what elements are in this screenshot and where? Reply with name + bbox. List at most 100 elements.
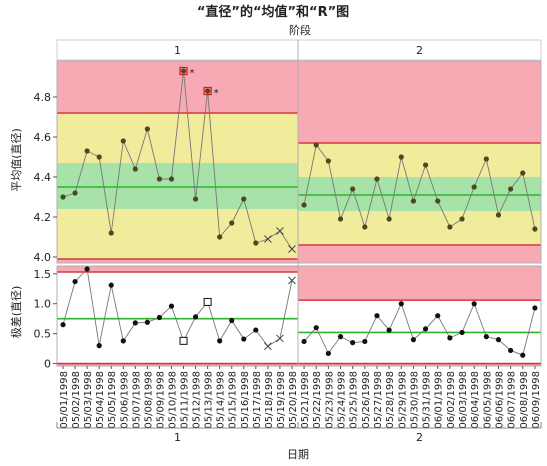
mean-y-tick-label-4: 4.8 (34, 91, 52, 104)
phase-header-text-2: 2 (416, 44, 423, 57)
range-point-2-2 (325, 350, 331, 357)
range-point-1-5 (120, 338, 126, 344)
x-tick-label-2-19: 06/09/1998 (531, 371, 542, 429)
x-tick-label-2-1: 05/22/1998 (312, 371, 323, 429)
range-panel-frame (56, 265, 542, 367)
range-point-2-10 (422, 326, 429, 332)
mean-point-1-9 (168, 176, 175, 182)
mean-zone-red-lower-1 (57, 259, 298, 263)
mean-point-1-19-x2 (288, 245, 296, 253)
mean-point-2-3 (337, 216, 344, 222)
range-point-1-9 (168, 303, 175, 309)
range-point-1-0 (60, 322, 66, 328)
range-point-2-1 (313, 325, 319, 331)
mean-point-2-2 (325, 158, 331, 164)
x-tick-label-1-4: 05/05/1998 (107, 371, 118, 429)
range-point-2-15 (483, 334, 489, 340)
x-tick-label-1-3: 05/04/1998 (95, 371, 106, 429)
x-tick-label-1-12: 05/13/1998 (204, 371, 215, 429)
mean-point-2-12 (447, 224, 453, 230)
mean-point-2-17 (508, 186, 514, 192)
range-point-1-14 (229, 317, 235, 324)
mean-point-1-1 (72, 190, 78, 196)
x-tick-label-2-16: 06/06/1998 (494, 371, 505, 429)
x-tick-label-2-2: 05/23/1998 (324, 371, 335, 429)
x-tick-label-2-15: 06/05/1998 (482, 371, 493, 429)
x-tick-label-1-9: 05/10/1998 (167, 371, 178, 429)
x-tick-label-2-0: 05/21/1998 (300, 371, 311, 429)
phase-header-text-1: 1 (174, 44, 181, 57)
mean-point-2-5 (362, 224, 368, 230)
range-y-tick-label-0: 0 (44, 358, 51, 371)
mean-point-2-4 (350, 186, 356, 192)
mean-series-line-2 (303, 143, 536, 230)
x-tick-label-2-7: 05/28/1998 (385, 371, 396, 429)
range-point-2-11 (435, 313, 441, 319)
range-point-2-0 (301, 338, 307, 345)
range-point-1-18-x2 (276, 334, 284, 343)
mean-zone-red-upper-2 (298, 61, 541, 143)
mean-zone-red-lower-2 (298, 245, 541, 263)
mean-point-1-13 (217, 234, 223, 240)
mean-point-1-11 (192, 196, 199, 202)
mean-series-line-1 (62, 70, 293, 250)
range-point-1-1 (72, 278, 78, 285)
mean-point-1-18-x2 (276, 227, 284, 235)
x-axis-label: 日期 (287, 448, 309, 461)
mean-axis-label: 平均值(直径) (9, 128, 23, 192)
mean-point-1-5 (120, 138, 126, 144)
range-point-2-9 (410, 337, 417, 343)
mean-point-2-9 (410, 198, 417, 204)
mean-panel-frame (56, 60, 542, 264)
range-zone-red-upper-2 (298, 266, 541, 301)
mean-point-1-18 (276, 227, 284, 235)
mean-point-2-11 (435, 198, 441, 204)
mean-point-1-14 (229, 220, 235, 226)
range-point-1-7 (144, 319, 150, 325)
range-point-1-15 (241, 336, 247, 342)
x-tick-label-1-18: 05/19/1998 (276, 371, 287, 429)
range-point-1-19-x2 (288, 276, 296, 285)
mean-flag-star-1-10: * (190, 68, 195, 79)
x-tick-label-1-8: 05/09/1998 (155, 371, 166, 429)
mean-point-1-17 (264, 235, 272, 243)
phase-header-label: 阶段 (289, 23, 311, 37)
mean-point-1-7 (144, 126, 150, 132)
range-y-tick-label-1: 0.5 (34, 328, 52, 341)
range-point-2-8 (398, 301, 404, 307)
x-tick-label-2-13: 06/03/1998 (458, 371, 469, 429)
range-point-1-3 (96, 343, 102, 349)
mean-point-2-16 (495, 212, 502, 218)
range-point-1-16 (253, 327, 259, 333)
mean-point-2-10 (422, 162, 429, 168)
range-y-tick-label-2: 1.0 (34, 298, 52, 311)
mean-point-1-2 (84, 148, 90, 154)
mean-y-tick-label-2: 4.4 (34, 171, 52, 184)
range-point-2-18 (520, 352, 526, 358)
range-box-marker-1-12 (203, 297, 212, 306)
plot-layer: 1 24.04.24.44.64.800.51.01.5**05/01/1998 0… (34, 39, 542, 444)
chart-title: “直径”的“均值”和“R”图 (197, 4, 349, 20)
x-tick-label-2-18: 06/08/1998 (519, 371, 530, 429)
mean-point-1-3 (96, 154, 102, 160)
x-tick-label-2-9: 05/30/1998 (409, 371, 420, 429)
x-tick-label-2-8: 05/29/1998 (397, 371, 408, 429)
mean-point-2-14 (471, 184, 477, 190)
range-point-2-7 (386, 327, 392, 333)
range-point-2-17 (508, 347, 514, 354)
x-tick-label-2-17: 06/07/1998 (507, 371, 518, 429)
x-tick-label-1-1: 05/02/1998 (71, 371, 82, 429)
mean-point-2-18 (520, 170, 526, 176)
range-y-tick-label-3: 1.5 (34, 268, 52, 281)
x-tick-label-1-17: 05/18/1998 (264, 371, 275, 429)
range-zone-red-lower-1 (57, 363, 298, 366)
range-point-2-4 (350, 340, 356, 346)
x-tick-label-1-7: 05/08/1998 (143, 371, 154, 429)
range-point-2-14 (471, 301, 477, 307)
mean-point-1-4 (108, 230, 114, 236)
mean-point-2-13 (459, 216, 465, 222)
range-point-2-19 (532, 305, 538, 311)
mean-point-2-8 (398, 154, 404, 160)
range-point-2-3 (337, 334, 344, 340)
